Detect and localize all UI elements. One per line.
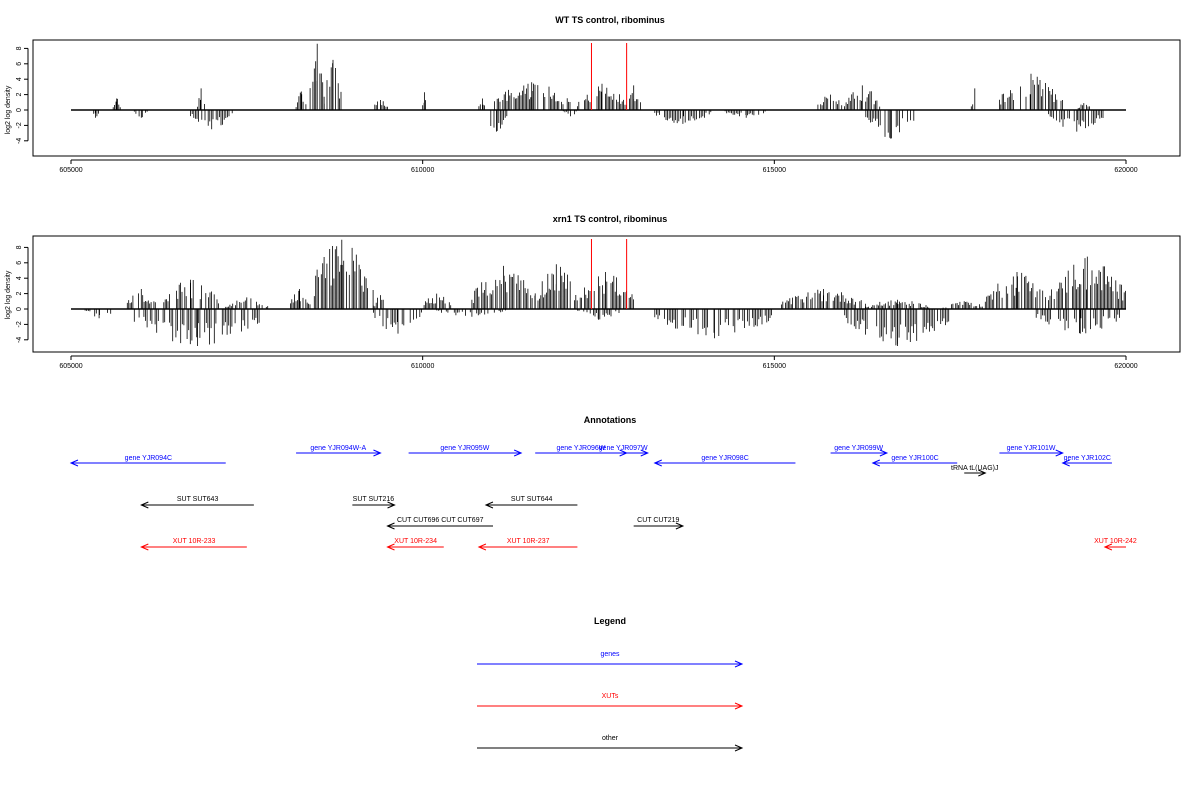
annotation-arrow-head bbox=[1103, 543, 1113, 551]
annotation-label: tRNA tL(UAG)J bbox=[951, 465, 998, 472]
xrn1-y-axis-label: log2 log density bbox=[5, 270, 12, 319]
annotation-arrow-head bbox=[879, 449, 889, 457]
annotation-arrow-head bbox=[387, 501, 396, 509]
xrn1-density-panel: xrn1 TS control, ribominus log2 log dens… bbox=[5, 214, 1181, 370]
legend-label: other bbox=[602, 735, 619, 742]
annotation-arrow-head bbox=[871, 459, 880, 467]
annotation-arrow-head bbox=[373, 449, 382, 457]
annotation-arrow-head bbox=[386, 543, 395, 551]
y-tick-label: -2 bbox=[16, 321, 23, 327]
annotation-label: gene YJR099W bbox=[834, 445, 883, 452]
annotation-arrow-head bbox=[1055, 449, 1064, 457]
y-tick-label: -2 bbox=[16, 122, 23, 128]
wt-axes: -4 -2 0 2 4 6 8 605000 610000 615000 620000 bbox=[16, 46, 1138, 174]
annotation-label: gene YJR100C bbox=[891, 455, 938, 462]
wt-panel-title: WT TS control, ribominus bbox=[555, 15, 665, 25]
x-tick-label: 620000 bbox=[1114, 363, 1137, 370]
annotation-label: CUT CUT219 bbox=[637, 517, 679, 524]
legend-label: XUTs bbox=[602, 693, 619, 700]
annotation-arrow-head bbox=[675, 522, 685, 530]
y-tick-label: -4 bbox=[16, 138, 23, 144]
annotation-label: SUT SUT643 bbox=[177, 496, 219, 503]
x-tick-label: 615000 bbox=[763, 363, 786, 370]
x-tick-label: 615000 bbox=[763, 167, 786, 174]
wt-density-panel: WT TS control, ribominus log2 log densit… bbox=[5, 15, 1181, 174]
annotation-arrow-head bbox=[477, 543, 487, 551]
legend-panel: Legend genes XUTs other bbox=[477, 616, 744, 752]
y-tick-label: 2 bbox=[16, 292, 23, 296]
xrn1-plot-frame bbox=[32, 235, 1181, 353]
xrn1-panel-title: xrn1 TS control, ribominus bbox=[553, 214, 668, 224]
annotation-label: XUT 10R-242 bbox=[1094, 538, 1137, 545]
y-tick-label: 4 bbox=[16, 77, 23, 81]
legend-title: Legend bbox=[594, 616, 626, 626]
annotation-label: gene YJR097W bbox=[599, 445, 648, 452]
wt-plot-frame bbox=[32, 39, 1181, 157]
annotation-label: gene YJR095W bbox=[440, 445, 489, 452]
legend-arrow-head bbox=[734, 660, 744, 668]
annotation-arrow-head bbox=[1061, 459, 1070, 467]
annotation-label: gene YJR096W bbox=[556, 445, 605, 452]
annotation-arrow-head bbox=[484, 501, 494, 509]
x-tick-label: 610000 bbox=[411, 167, 434, 174]
y-tick-label: 8 bbox=[16, 46, 23, 50]
annotations-title: Annotations bbox=[584, 415, 637, 425]
annotation-label: XUT 10R-234 bbox=[394, 538, 437, 545]
legend-arrow-head bbox=[734, 702, 744, 710]
annotation-arrow-head bbox=[69, 459, 79, 467]
legend-entries: genes XUTs other bbox=[477, 651, 744, 752]
annotation-label: CUT CUT696 CUT CUT697 bbox=[397, 517, 484, 524]
y-tick-label: 6 bbox=[16, 62, 23, 66]
wt-y-axis-label: log2 log density bbox=[5, 85, 12, 134]
annotation-arrow-head bbox=[386, 522, 395, 530]
x-tick-label: 610000 bbox=[411, 363, 434, 370]
legend-arrow-head bbox=[734, 744, 744, 752]
y-tick-label: 4 bbox=[16, 276, 23, 280]
annotation-label: SUT SUT216 bbox=[353, 496, 395, 503]
annotation-arrow-head bbox=[640, 449, 650, 457]
y-tick-label: 0 bbox=[16, 108, 23, 112]
x-tick-label: 605000 bbox=[59, 363, 82, 370]
legend-label: genes bbox=[600, 651, 620, 658]
xrn1-axes: -4 -2 0 2 4 6 8 605000 610000 615000 620000 bbox=[16, 245, 1138, 370]
y-tick-label: -4 bbox=[16, 337, 23, 343]
annotation-arrows: gene YJR094C gene YJR094W-A gene YJR095W ge… bbox=[69, 445, 1137, 551]
annotation-label: gene YJR101W bbox=[1007, 445, 1056, 452]
annotation-label: gene YJR102C bbox=[1064, 455, 1111, 462]
annotation-arrow-head bbox=[140, 501, 149, 509]
annotation-arrow-head bbox=[513, 449, 523, 457]
annotation-label: SUT SUT644 bbox=[511, 496, 553, 503]
annotation-label: gene YJR098C bbox=[701, 455, 748, 462]
y-tick-label: 6 bbox=[16, 261, 23, 265]
y-tick-label: 2 bbox=[16, 93, 23, 97]
annotation-arrow-head bbox=[140, 543, 149, 551]
annotation-label: gene YJR094C bbox=[125, 455, 172, 462]
density-bars-path bbox=[84, 239, 1126, 346]
x-tick-label: 620000 bbox=[1114, 167, 1137, 174]
x-tick-label: 605000 bbox=[59, 167, 82, 174]
density-bars-path bbox=[93, 43, 1104, 139]
y-tick-label: 8 bbox=[16, 245, 23, 249]
xrn1-density-bars bbox=[71, 239, 1126, 346]
annotation-label: gene YJR094W-A bbox=[310, 445, 366, 452]
y-tick-label: 0 bbox=[16, 307, 23, 311]
annotation-label: XUT 10R-233 bbox=[173, 538, 216, 545]
annotation-label: XUT 10R-237 bbox=[507, 538, 550, 545]
wt-density-bars bbox=[71, 43, 1126, 139]
annotation-arrow-head bbox=[978, 469, 987, 477]
annotation-arrow-head bbox=[653, 459, 662, 467]
